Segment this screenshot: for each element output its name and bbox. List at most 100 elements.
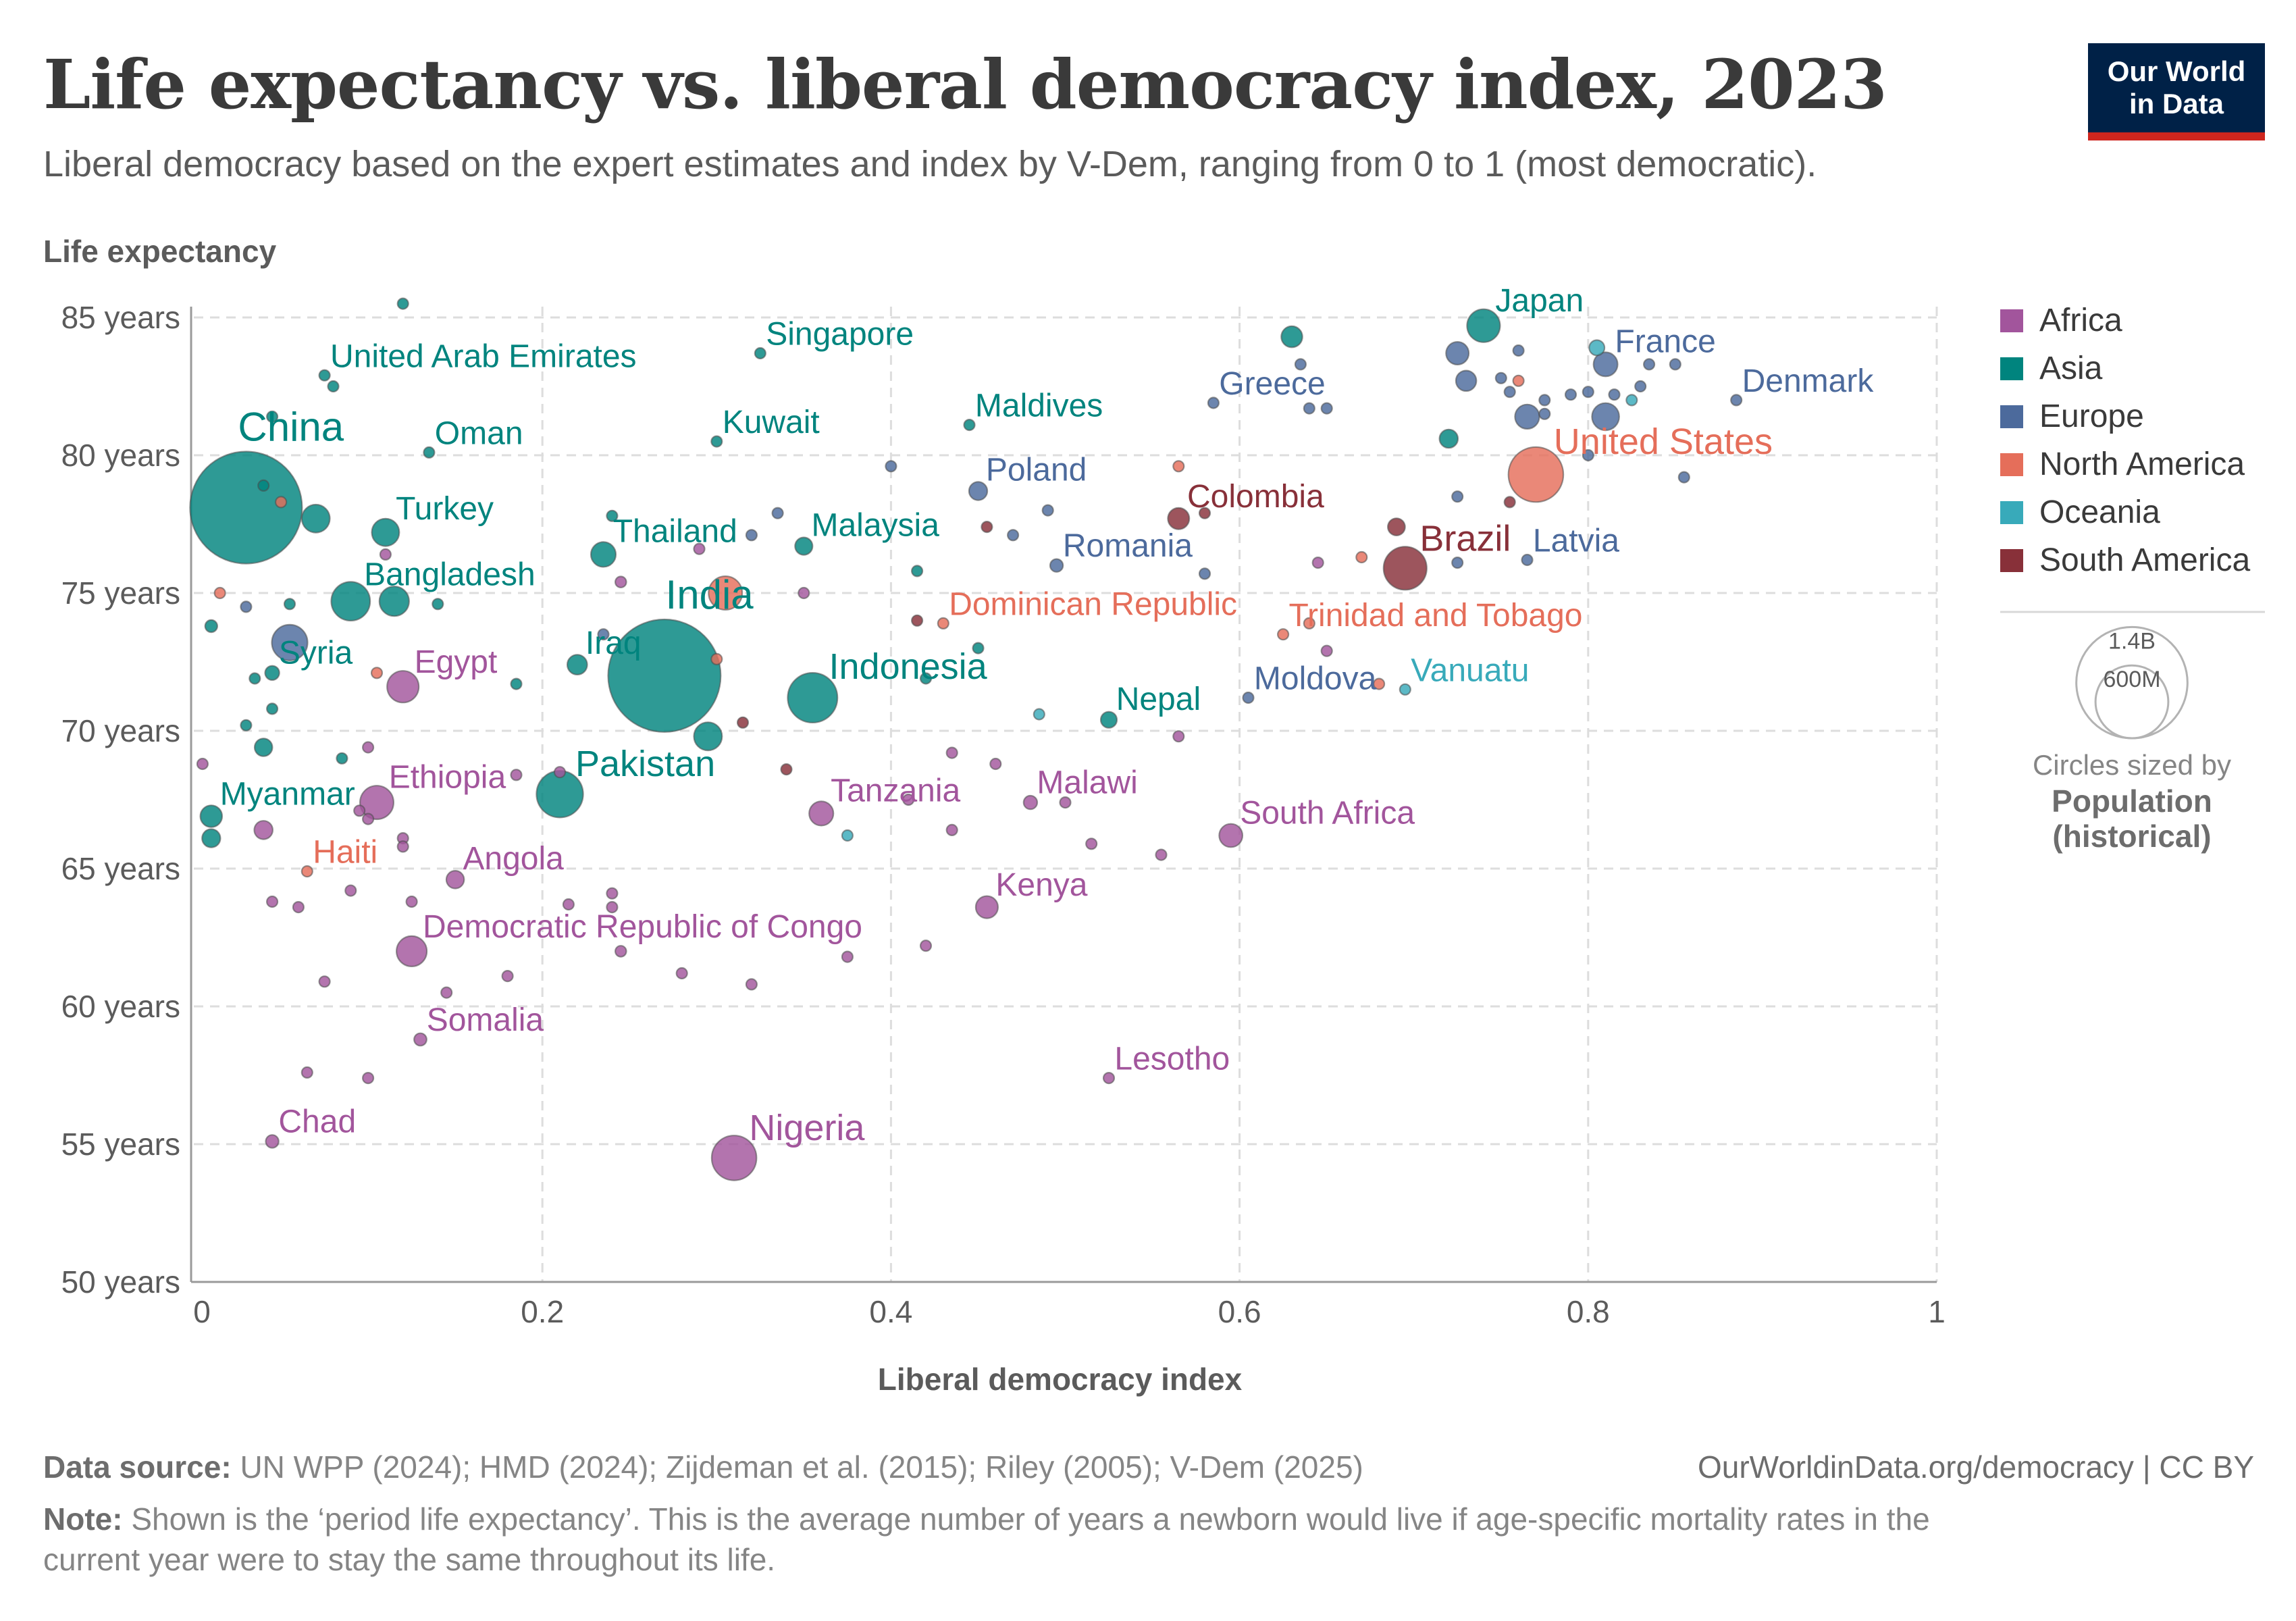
legend-item-europe[interactable]: Europe [2000, 398, 2144, 434]
point-denmark[interactable] [1730, 394, 1743, 407]
point-africa[interactable] [396, 840, 409, 853]
point-africa[interactable] [693, 542, 706, 555]
point-tanzania[interactable] [808, 800, 835, 827]
point-malawi[interactable] [1022, 794, 1039, 810]
point-asia[interactable] [1280, 325, 1303, 349]
point-europe[interactable] [1669, 358, 1681, 371]
point-turkey[interactable] [371, 517, 400, 547]
point-asia[interactable] [266, 702, 279, 715]
point-south-america[interactable] [780, 763, 793, 776]
point-south-america[interactable] [1503, 496, 1516, 509]
point-north-america[interactable] [1512, 374, 1525, 387]
legend-item-oceania[interactable]: Oceania [2000, 494, 2160, 530]
legend-item-africa[interactable]: Africa [2000, 303, 2122, 338]
point-north-america[interactable] [710, 652, 723, 666]
point-asia[interactable] [201, 828, 221, 848]
point-malaysia[interactable] [794, 536, 814, 556]
point-moldova[interactable] [1242, 691, 1255, 704]
point-vanuatu[interactable] [1399, 683, 1411, 696]
point-europe[interactable] [1006, 529, 1020, 542]
point-japan[interactable] [1466, 308, 1501, 343]
point-africa[interactable] [1320, 644, 1333, 657]
point-europe[interactable] [1643, 358, 1656, 371]
point-france[interactable] [1592, 351, 1619, 378]
point-oceania[interactable] [1033, 708, 1045, 721]
point-europe[interactable] [1198, 567, 1211, 580]
point-africa[interactable] [902, 793, 915, 806]
point-africa[interactable] [614, 575, 627, 588]
point-europe[interactable] [1503, 386, 1516, 398]
point-asia[interactable] [301, 503, 331, 534]
point-north-america[interactable] [708, 575, 743, 611]
point-africa[interactable] [675, 967, 688, 980]
point-europe[interactable] [1494, 371, 1507, 384]
point-somalia[interactable] [413, 1032, 427, 1047]
point-europe[interactable] [1582, 448, 1594, 462]
point-africa[interactable] [945, 746, 958, 759]
point-south-america[interactable] [1198, 507, 1211, 519]
point-europe[interactable] [1041, 504, 1054, 517]
point-europe[interactable] [1445, 341, 1470, 366]
point-europe[interactable] [1303, 402, 1315, 415]
point-trinidad-and-tobago[interactable] [1276, 628, 1290, 641]
point-europe[interactable] [1634, 380, 1647, 393]
point-europe[interactable] [1451, 556, 1464, 569]
point-africa[interactable] [266, 895, 279, 908]
point-north-america[interactable] [1303, 617, 1315, 630]
point-lesotho[interactable] [1102, 1071, 1116, 1085]
point-africa[interactable] [745, 978, 758, 991]
point-africa[interactable] [344, 884, 357, 897]
point-africa[interactable] [989, 757, 1002, 771]
point-south-america[interactable] [1386, 517, 1406, 536]
point-europe[interactable] [885, 460, 897, 473]
point-africa[interactable] [501, 969, 514, 983]
point-africa[interactable] [405, 895, 418, 908]
point-india[interactable] [607, 618, 722, 733]
point-europe[interactable] [597, 628, 610, 641]
point-oman[interactable] [423, 446, 436, 459]
point-europe[interactable] [771, 507, 784, 519]
point-nigeria[interactable] [710, 1135, 758, 1181]
point-oceania[interactable] [1625, 394, 1638, 407]
point-bangladesh[interactable] [330, 581, 371, 622]
point-north-america[interactable] [213, 586, 226, 600]
point-europe[interactable] [240, 600, 253, 613]
point-democratic-republic-of-congo[interactable] [395, 935, 428, 968]
point-thailand[interactable] [590, 541, 617, 568]
point-kenya[interactable] [974, 895, 999, 919]
point-europe[interactable] [1591, 402, 1620, 432]
point-north-america[interactable] [1172, 460, 1185, 473]
legend-item-asia[interactable]: Asia [2000, 351, 2103, 386]
point-asia[interactable] [283, 598, 296, 611]
point-south-africa[interactable] [1218, 823, 1244, 848]
point-myanmar[interactable] [199, 804, 224, 828]
point-united-arab-emirates[interactable] [318, 369, 331, 382]
point-dominican-republic[interactable] [937, 617, 949, 630]
point-singapore[interactable] [754, 346, 766, 360]
point-asia[interactable] [510, 677, 523, 690]
point-angola[interactable] [445, 870, 465, 890]
point-europe[interactable] [1582, 386, 1594, 398]
point-indonesia[interactable] [787, 671, 839, 723]
point-asia[interactable] [693, 721, 723, 752]
point-africa[interactable] [606, 887, 619, 900]
point-europe[interactable] [1451, 490, 1464, 503]
point-oceania[interactable] [1588, 339, 1606, 357]
point-africa[interactable] [353, 804, 366, 817]
point-africa[interactable] [562, 898, 575, 911]
point-ethiopia[interactable] [359, 785, 394, 821]
point-africa[interactable] [361, 1071, 375, 1085]
point-europe[interactable] [1538, 394, 1551, 407]
point-europe[interactable] [1538, 407, 1551, 420]
point-romania[interactable] [1049, 558, 1064, 573]
point-europe[interactable] [1677, 471, 1690, 484]
point-africa[interactable] [1155, 848, 1168, 861]
point-iraq[interactable] [566, 654, 588, 675]
point-south-america[interactable] [736, 716, 750, 729]
point-africa[interactable] [1172, 730, 1185, 743]
point-africa[interactable] [841, 950, 854, 963]
point-asia[interactable] [1438, 428, 1459, 449]
point-latvia[interactable] [1521, 553, 1534, 567]
point-africa[interactable] [253, 820, 273, 840]
point-south-america[interactable] [910, 614, 924, 627]
